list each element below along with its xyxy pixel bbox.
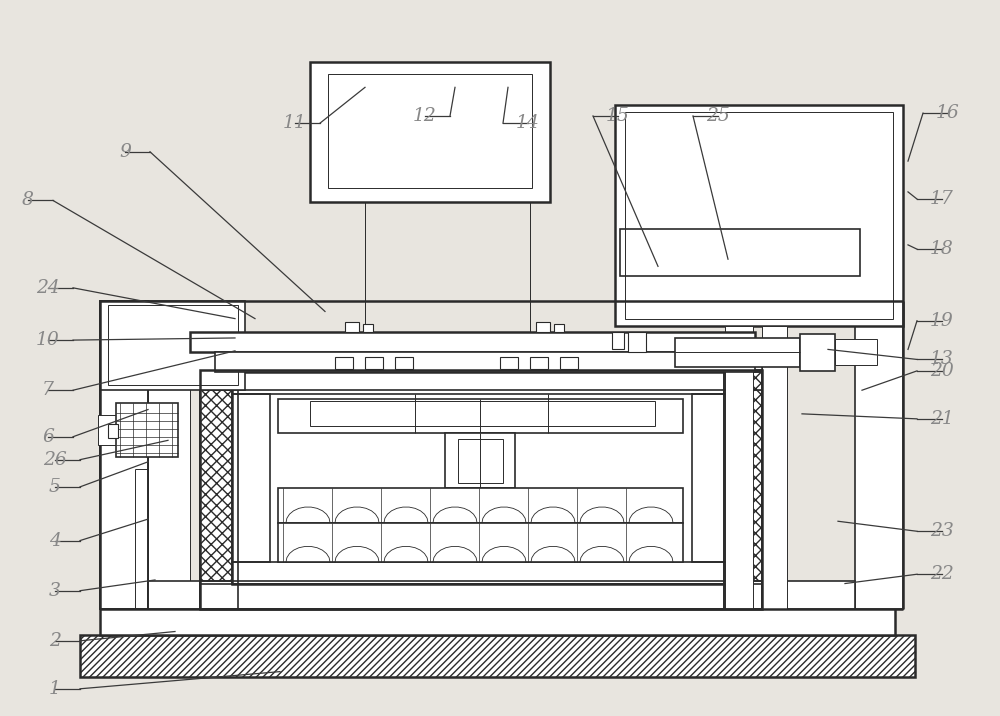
Bar (200, 372, 238, 609)
Bar (278, 523, 683, 562)
Bar (278, 488, 683, 523)
Bar (232, 372, 730, 584)
Text: 5: 5 (49, 478, 61, 496)
Text: 9: 9 (119, 142, 131, 161)
Text: 16: 16 (936, 104, 960, 122)
Bar (200, 370, 762, 609)
Text: 23: 23 (930, 522, 954, 541)
Bar (500, 357, 518, 369)
Bar (232, 394, 270, 562)
Bar (628, 332, 646, 352)
Bar (335, 357, 353, 369)
Bar (148, 301, 190, 581)
Bar (395, 357, 413, 369)
Bar (530, 357, 548, 369)
Bar (80, 635, 915, 677)
Text: 10: 10 (36, 331, 60, 349)
Bar (620, 229, 860, 276)
Bar (215, 352, 755, 372)
Bar (692, 394, 730, 562)
Bar (100, 301, 148, 609)
Bar (363, 324, 373, 332)
Text: 25: 25 (706, 107, 730, 125)
Bar (232, 372, 730, 394)
Text: 19: 19 (930, 311, 954, 330)
Bar (148, 581, 855, 609)
Text: 3: 3 (49, 581, 61, 600)
Text: 26: 26 (43, 450, 67, 469)
Bar (620, 229, 860, 276)
Bar (98, 415, 116, 445)
Bar (108, 305, 238, 385)
Bar (278, 399, 683, 433)
Text: 24: 24 (36, 279, 60, 297)
Bar (345, 322, 359, 332)
Bar (108, 424, 118, 438)
Bar (200, 370, 762, 390)
Text: 2: 2 (49, 632, 61, 650)
Bar (445, 433, 515, 488)
Bar (762, 326, 787, 609)
Text: 4: 4 (49, 531, 61, 550)
Bar (365, 357, 383, 369)
Bar (200, 370, 762, 390)
Bar (100, 301, 245, 390)
Bar (232, 562, 730, 584)
Text: 13: 13 (930, 350, 954, 369)
Bar (800, 334, 835, 371)
Bar (200, 345, 762, 581)
Text: 17: 17 (930, 190, 954, 208)
Bar (724, 372, 762, 609)
Bar (554, 324, 564, 332)
Text: 12: 12 (413, 107, 437, 125)
Bar (310, 62, 550, 202)
Bar (232, 372, 730, 394)
Text: 15: 15 (606, 107, 630, 125)
Bar (190, 332, 755, 352)
Bar (200, 372, 238, 609)
Text: 21: 21 (930, 410, 954, 428)
Bar (625, 112, 893, 319)
Text: 11: 11 (283, 114, 307, 132)
Text: 1: 1 (49, 679, 61, 698)
Bar (835, 339, 877, 365)
Bar (232, 394, 270, 562)
Text: 8: 8 (22, 191, 34, 210)
Bar (855, 301, 903, 609)
Bar (675, 338, 800, 367)
Bar (615, 105, 903, 326)
Bar (100, 301, 148, 609)
Text: 6: 6 (42, 427, 54, 446)
Bar (232, 562, 730, 584)
Bar (458, 439, 503, 483)
Bar (328, 74, 532, 188)
Bar (200, 581, 762, 609)
Text: 22: 22 (930, 565, 954, 584)
Bar (200, 584, 762, 609)
Text: 20: 20 (930, 362, 954, 380)
Text: 14: 14 (516, 114, 540, 132)
Bar (560, 357, 578, 369)
Bar (724, 372, 762, 609)
Bar (612, 332, 624, 349)
Bar (724, 372, 762, 609)
Bar (692, 394, 730, 562)
Text: 18: 18 (930, 240, 954, 258)
Bar (200, 581, 762, 609)
Bar (80, 635, 915, 677)
Text: 7: 7 (42, 381, 54, 400)
Bar (310, 401, 655, 426)
Bar (536, 322, 550, 332)
Bar (200, 584, 762, 609)
Bar (100, 608, 895, 635)
Bar (116, 403, 178, 457)
Bar (725, 326, 753, 609)
